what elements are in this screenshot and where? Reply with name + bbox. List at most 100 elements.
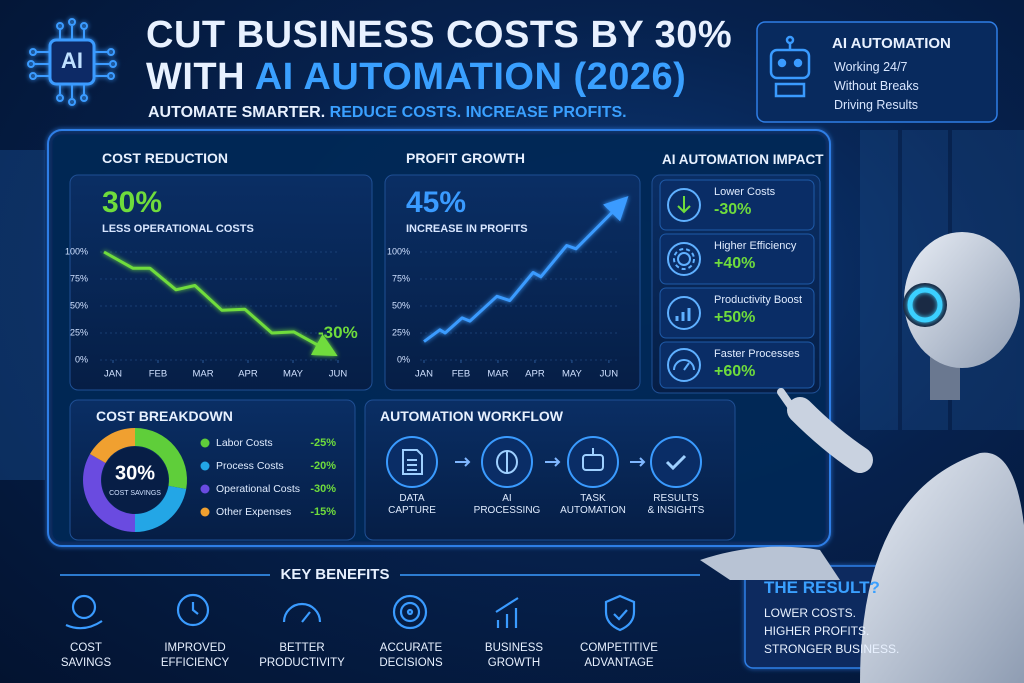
legend-swatch xyxy=(200,438,210,448)
benefit-label: DECISIONS xyxy=(379,657,443,669)
title-line-1: CUT BUSINESS COSTS BY 30% xyxy=(146,14,733,56)
chart-title: PROFIT GROWTH xyxy=(406,150,525,166)
x-tick-label: APR xyxy=(238,369,258,380)
badge-robot-icon xyxy=(769,35,811,98)
workflow-panel xyxy=(364,399,736,541)
workflow-step: TASK xyxy=(580,493,606,504)
x-tick-label: MAR xyxy=(192,369,213,380)
impact-label: Productivity Boost xyxy=(714,294,803,306)
x-tick-label: MAR xyxy=(487,369,508,380)
donut-segment xyxy=(89,428,135,463)
workflow-step: AUTOMATION xyxy=(560,505,626,516)
data-line xyxy=(103,250,338,357)
impact-value: -30% xyxy=(714,201,752,218)
value-label: -20% xyxy=(310,460,336,472)
logo-text: AI xyxy=(61,48,83,73)
donut-segment xyxy=(135,428,188,490)
profit-chart-panel xyxy=(384,174,641,391)
impact-value: +40% xyxy=(714,255,756,272)
legend-swatch xyxy=(200,484,210,494)
y-tick-label: 100% xyxy=(387,246,410,256)
y-tick-label: 75% xyxy=(392,273,410,283)
benefit-label: ADVANTAGE xyxy=(584,657,654,669)
benefit-label: BETTER xyxy=(279,642,325,654)
donut-hole xyxy=(102,447,168,513)
y-tick-label: 0% xyxy=(397,354,410,364)
subtitle-white: AUTOMATE SMARTER. xyxy=(148,104,326,121)
x-tick-label: JAN xyxy=(104,369,122,380)
benefit-label: ACCURATE xyxy=(379,642,443,654)
y-tick-label: 25% xyxy=(70,327,88,337)
benefit-label: BUSINESS xyxy=(484,642,544,654)
legend-label: Labor Costs xyxy=(216,437,273,449)
chart-subtitle: LESS OPERATIONAL COSTS xyxy=(102,223,254,235)
impact-label: Faster Processes xyxy=(714,348,800,360)
impact-label: Lower Costs xyxy=(714,186,776,198)
data-line xyxy=(423,195,629,343)
benefit-label: EFFICIENCY xyxy=(160,657,230,669)
x-tick-label: JAN xyxy=(415,369,433,380)
result-line: HIGHER PROFITS. xyxy=(764,624,870,638)
chart-headline: 30% xyxy=(102,186,163,219)
impact-boxes xyxy=(659,179,815,389)
chart-title: COST BREAKDOWN xyxy=(96,408,233,424)
benefit-label: COST xyxy=(70,642,102,654)
y-tick-label: 50% xyxy=(392,300,410,310)
benefit-label: SAVINGS xyxy=(60,657,112,669)
legend-label: Process Costs xyxy=(216,460,284,472)
x-tick-label: FEB xyxy=(452,369,470,380)
benefit-label: IMPROVED xyxy=(164,642,226,654)
subtitle: AUTOMATE SMARTER. REDUCE COSTS. INCREASE… xyxy=(148,104,627,122)
value-label: -30% xyxy=(310,483,336,495)
workflow-title: AUTOMATION WORKFLOW xyxy=(380,408,564,424)
donut-center-label: COST SAVINGS xyxy=(109,490,161,497)
benefits-title: KEY BENEFITS xyxy=(280,566,390,583)
benefit-label: PRODUCTIVITY xyxy=(259,657,345,669)
benefit-label: GROWTH xyxy=(487,657,541,669)
legend-swatch xyxy=(200,461,210,471)
donut-center-value: 30% xyxy=(115,462,155,484)
x-tick-label: JUN xyxy=(329,369,348,380)
workflow-step: RESULTS xyxy=(653,493,699,504)
benefit-label: COMPETITIVE xyxy=(580,642,658,654)
robot xyxy=(700,232,1024,683)
value-label: -25% xyxy=(310,437,336,449)
ai-logo xyxy=(27,18,117,106)
chart-headline: 45% xyxy=(406,186,467,219)
workflow-step: AI xyxy=(502,493,512,504)
title-blue: AI AUTOMATION (2026) xyxy=(254,56,687,98)
legend-swatch xyxy=(200,507,210,517)
legend-label: Operational Costs xyxy=(216,483,300,495)
x-tick-label: MAY xyxy=(283,369,304,380)
impact-value: +50% xyxy=(714,309,756,326)
y-tick-label: 100% xyxy=(65,246,88,256)
result-line: STRONGER BUSINESS. xyxy=(764,642,900,656)
chart-title: COST REDUCTION xyxy=(102,150,228,166)
y-tick-label: 75% xyxy=(70,273,88,283)
impact-value: +60% xyxy=(714,363,756,380)
value-label: -15% xyxy=(310,506,336,518)
workflow-step: & INSIGHTS xyxy=(647,505,705,516)
title-white: WITH xyxy=(146,56,246,98)
x-tick-label: JUN xyxy=(600,369,619,380)
chart-subtitle: INCREASE IN PROFITS xyxy=(406,223,528,235)
donut-segment xyxy=(83,454,135,532)
title-line-2: WITH AI AUTOMATION (2026) xyxy=(146,56,686,99)
result-title: THE RESULT? xyxy=(764,578,880,597)
workflow-step: PROCESSING xyxy=(473,505,541,516)
x-tick-label: MAY xyxy=(562,369,583,380)
badge-line: Driving Results xyxy=(834,98,919,112)
subtitle-blue: REDUCE COSTS. INCREASE PROFITS. xyxy=(329,104,627,121)
y-tick-label: 50% xyxy=(70,300,88,310)
impact-icons xyxy=(667,188,701,382)
benefit-icons xyxy=(65,593,636,632)
badge-title: AI AUTOMATION xyxy=(832,35,951,52)
y-tick-label: 0% xyxy=(75,354,88,364)
chart-annotation: -30% xyxy=(318,323,358,342)
donut-segment xyxy=(135,485,187,532)
cost-chart-panel xyxy=(69,174,373,391)
badge-line: Without Breaks xyxy=(834,79,919,93)
badge-box xyxy=(756,21,998,123)
